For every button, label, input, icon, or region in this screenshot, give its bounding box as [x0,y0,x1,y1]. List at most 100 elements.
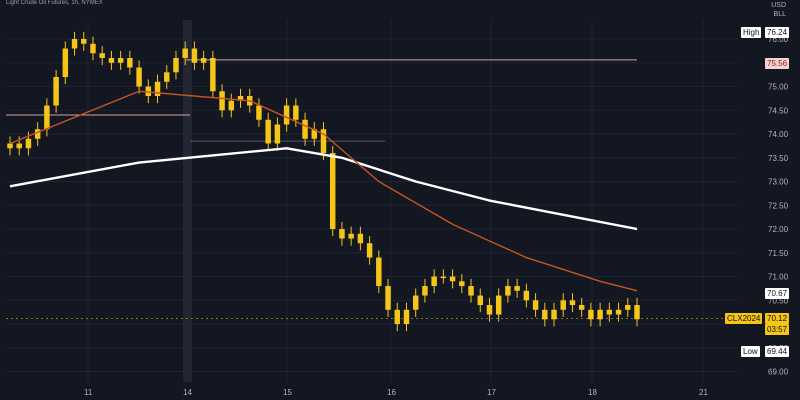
candle-body [542,309,548,320]
candle-body [615,309,622,315]
symbol-tag: CLX2024 [725,313,763,324]
candle-body [127,58,133,68]
candle-body [440,276,447,279]
candle-body [90,43,96,54]
x-tick-label: 21 [699,388,708,397]
price-tag: 70.12 [765,313,790,324]
x-tick-label: 16 [387,388,396,397]
chart-title: Light Crude Oil Futures, 1h, NYMEX [6,0,103,6]
candle-body [53,77,59,106]
y-tick-label: 72.00 [768,225,789,234]
y-tick-label: 74.50 [768,106,789,115]
candle-body [173,58,179,73]
candle-body [505,286,511,296]
candle-body [486,305,493,315]
candle-body [606,309,613,315]
candle-body [200,58,207,63]
candle-body [348,233,354,239]
candle-body [274,124,281,144]
candle-body [154,81,161,97]
currency-label: USD [771,2,786,9]
x-tick-label: 17 [487,388,496,397]
y-tick-label: 75.00 [768,83,789,92]
candle-body [311,129,318,139]
candle-body [578,305,585,310]
candle-body [597,309,603,320]
candle-body [228,100,235,111]
candle-body [394,309,400,325]
candle-body [210,58,216,92]
candle-body [385,286,391,310]
candle-body [449,276,456,282]
candle-body [468,286,474,296]
candle-body [237,96,244,101]
candle-body [634,305,640,320]
level-value-tag: 75.56 [765,58,790,69]
high-label-tag: High [741,27,762,38]
candle-body [431,276,437,287]
candle-body [551,309,557,320]
y-tick-label: 71.00 [768,273,789,282]
countdown-tag: 03:57 [765,324,790,335]
candle-body [357,233,364,244]
candle-body [366,243,373,258]
unit-label: BLL [773,11,786,18]
candle-body [7,143,13,149]
y-tick-label: 69.00 [768,368,789,377]
candle-body [569,300,576,306]
candle-body [376,257,382,287]
candle-body [44,105,50,130]
low-label-tag: Low [741,346,760,357]
x-tick-label: 15 [283,388,292,397]
low-value-tag: 69.44 [765,346,790,357]
high-value-tag: 76.24 [765,27,790,38]
candle-body [477,295,483,306]
candle-body [182,48,188,59]
candle-body [164,72,170,82]
candle-body [34,129,41,139]
y-tick-label: 73.50 [768,154,789,163]
candle-body [459,281,465,287]
y-tick-label: 71.50 [768,249,789,258]
candle-body [117,58,124,63]
candle-body [523,290,530,301]
candle-body [145,86,152,97]
candle-body [514,286,520,291]
candle-body [320,129,327,154]
candle-body [588,309,594,320]
candle-body [412,295,419,310]
candle-body [265,119,271,144]
x-tick-label: 18 [588,388,597,397]
y-tick-label: 70.50 [768,296,789,305]
candle-body [293,105,299,120]
candle-body [99,53,105,59]
ma-slow-line [9,147,638,231]
y-tick-label: 73.00 [768,178,789,187]
candle-body [136,67,142,87]
candle-body [16,143,22,149]
y-tick-label: 74.00 [768,130,789,139]
candle-body [495,295,502,315]
candle-body [191,48,198,63]
ma-value-tag: 70.67 [765,288,790,299]
candle-body [560,300,566,310]
y-tick-label: 76.00 [768,35,789,44]
candle-body [62,48,69,78]
session-highlight [183,20,192,382]
candle-body [219,91,225,111]
candle-body [422,286,428,296]
candle-body [81,39,87,44]
candle-body [329,153,336,230]
candle-body [625,305,631,310]
candle-body [25,138,32,149]
candle-body [532,300,539,310]
candle-body [256,105,262,120]
candle-body [283,105,290,125]
x-tick-label: 14 [183,388,192,397]
candle-body [71,39,78,49]
ma-fast-line [9,90,638,292]
candle-body [108,58,115,63]
candle-body [302,119,308,139]
